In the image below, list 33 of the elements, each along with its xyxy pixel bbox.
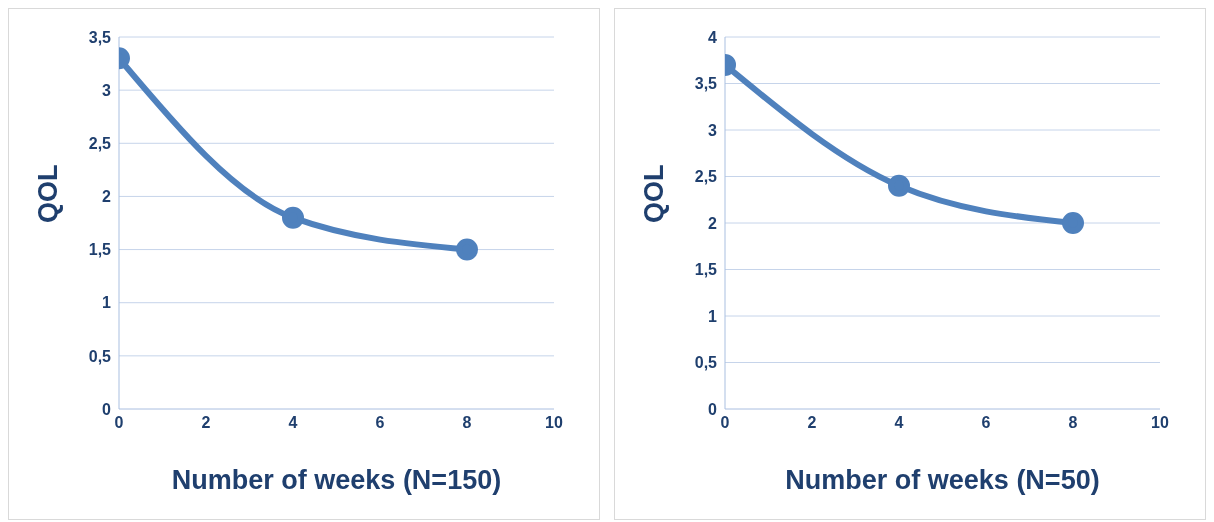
x-tick-label: 10 — [1151, 414, 1169, 432]
y-tick-label: 2,5 — [694, 168, 718, 186]
x-tick-label: 6 — [375, 414, 385, 432]
y-tick-label: 3 — [708, 121, 718, 139]
x-axis-title: Number of weeks (N=50) — [785, 465, 1100, 495]
x-tick-label: 6 — [981, 414, 991, 432]
y-tick-label: 0 — [708, 400, 718, 418]
x-tick-label: 4 — [894, 414, 904, 432]
y-axis-title: QOL — [32, 164, 63, 223]
y-tick-label: 0,5 — [88, 347, 112, 365]
x-tick-label: 0 — [720, 414, 730, 432]
y-tick-label: 0,5 — [694, 354, 718, 372]
y-tick-label: 1,5 — [88, 241, 112, 259]
x-tick-label: 8 — [1068, 414, 1078, 432]
x-tick-label: 4 — [288, 414, 298, 432]
x-tick-label: 8 — [462, 414, 472, 432]
y-tick-label: 2 — [708, 214, 718, 232]
y-tick-label: 2,5 — [88, 134, 112, 152]
x-axis-title: Number of weeks (N=150) — [171, 465, 502, 495]
y-axis-title: QOL — [638, 164, 669, 223]
x-tick-label: 2 — [201, 414, 211, 432]
y-tick-label: 2 — [102, 188, 112, 206]
y-tick-label: 1 — [708, 307, 718, 325]
y-tick-label: 0 — [102, 400, 112, 418]
y-tick-label: 3,5 — [694, 75, 718, 93]
x-tick-label: 0 — [114, 414, 124, 432]
y-tick-label: 1 — [102, 294, 112, 312]
y-tick-label: 4 — [708, 28, 718, 46]
y-tick-label: 3,5 — [88, 28, 112, 46]
x-tick-label: 10 — [545, 414, 563, 432]
y-tick-label: 1,5 — [694, 261, 718, 279]
y-tick-label: 3 — [102, 81, 112, 99]
x-tick-label: 2 — [807, 414, 817, 432]
